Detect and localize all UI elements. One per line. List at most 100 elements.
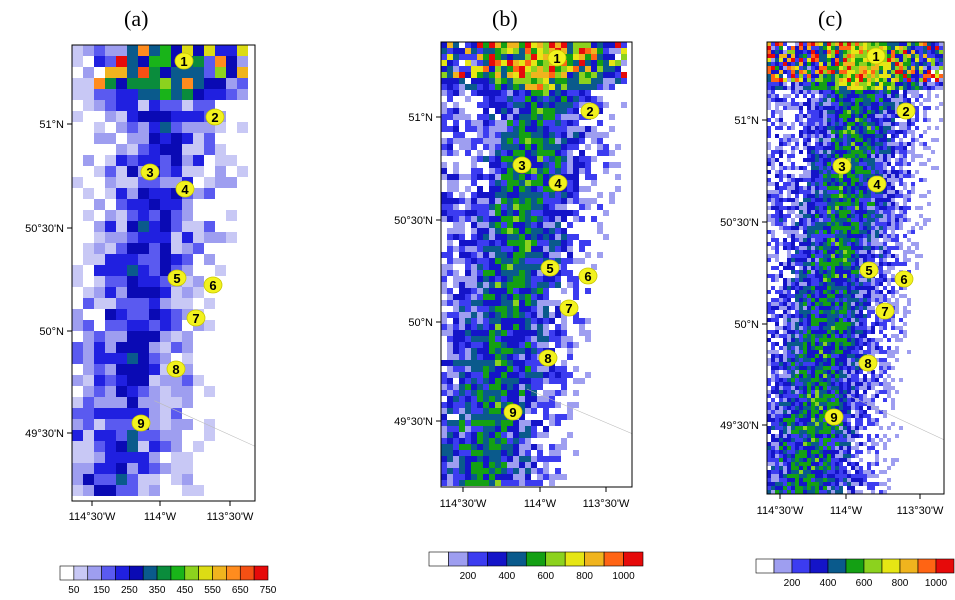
- colorbar-swatch: [827, 558, 847, 574]
- colorbar-swatch: [448, 551, 469, 567]
- site-marker: 6: [894, 270, 914, 288]
- site-marker: 7: [875, 302, 895, 320]
- colorbar-swatch: [115, 565, 130, 581]
- colorbar-label: 200: [460, 571, 477, 582]
- boundary-line: [526, 388, 633, 434]
- colorbar-swatch: [623, 551, 644, 567]
- svg-text:7: 7: [565, 301, 572, 316]
- colorbar-label: 400: [498, 571, 515, 582]
- lon-tick-label: 114°W: [144, 511, 177, 523]
- colorbar-label: 200: [784, 578, 801, 589]
- colorbar-swatch: [545, 551, 566, 567]
- colorbar-swatch: [129, 565, 144, 581]
- colorbar-swatch: [156, 565, 172, 581]
- site-marker: 2: [205, 108, 225, 126]
- svg-text:4: 4: [181, 182, 189, 197]
- colorbar-swatch: [584, 551, 605, 567]
- colorbar-label: 800: [576, 571, 593, 582]
- colorbar-swatch: [101, 565, 116, 581]
- lat-tick-label: 51°N: [734, 115, 759, 127]
- colorbar-swatch: [845, 558, 865, 574]
- site-marker: 4: [548, 174, 568, 192]
- svg-text:6: 6: [584, 269, 591, 284]
- panel-a-label: (a): [124, 6, 149, 31]
- site-marker: 9: [131, 414, 151, 432]
- svg-text:9: 9: [137, 416, 144, 431]
- colorbar: 200 400 600 800 1000: [755, 558, 955, 589]
- lon-tick-label: 114°30'W: [757, 505, 804, 517]
- svg-text:8: 8: [544, 351, 551, 366]
- colorbar-swatch: [603, 551, 624, 567]
- lon-tick-label: 113°30'W: [897, 505, 944, 517]
- lat-tick-label: 50°30'N: [720, 217, 759, 229]
- colorbar-swatch: [755, 558, 775, 574]
- boundary-line: [846, 394, 945, 441]
- site-marker: 7: [186, 309, 206, 327]
- colorbar-swatch: [142, 565, 158, 581]
- colorbar: 200 400 600 800 1000: [428, 551, 644, 582]
- colorbar: 50 150 250 350 450 550 650 750: [59, 565, 277, 596]
- svg-text:7: 7: [192, 311, 199, 326]
- colorbar-swatch: [239, 565, 255, 581]
- colorbar-swatch: [170, 565, 186, 581]
- colorbar-label: 150: [93, 585, 110, 596]
- lat-tick-label: 50°N: [408, 317, 433, 329]
- site-marker: 3: [832, 157, 852, 175]
- colorbar-label: 550: [204, 585, 221, 596]
- map-frame: [71, 44, 256, 502]
- colorbar-swatch: [212, 565, 227, 581]
- svg-text:5: 5: [546, 261, 553, 276]
- colorbar-swatch: [773, 558, 793, 574]
- site-marker: 4: [867, 175, 887, 193]
- svg-text:1: 1: [553, 51, 560, 66]
- lon-tick-label: 114°30'W: [440, 498, 487, 510]
- colorbar-label: 350: [149, 585, 166, 596]
- site-marker: 6: [578, 267, 598, 285]
- colorbar-label: 1000: [925, 578, 948, 589]
- lon-tick-label: 114°W: [830, 505, 863, 517]
- colorbar-label: 800: [892, 578, 909, 589]
- svg-text:6: 6: [209, 278, 216, 293]
- lat-tick-label: 51°N: [408, 112, 433, 124]
- colorbar-swatch: [863, 558, 883, 574]
- colorbar-swatch: [428, 551, 449, 567]
- colorbar-swatch: [59, 565, 75, 581]
- lon-tick-label: 113°30'W: [207, 511, 254, 523]
- site-marker: 3: [512, 156, 532, 174]
- site-marker: 8: [858, 354, 878, 372]
- lon-tick-label: 114°30'W: [69, 511, 116, 523]
- site-marker: 1: [547, 49, 567, 67]
- colorbar-swatch: [253, 565, 269, 581]
- colorbar-label: 250: [121, 585, 138, 596]
- lat-tick-label: 49°30'N: [394, 416, 433, 428]
- lon-tick-label: 114°W: [524, 498, 557, 510]
- svg-text:2: 2: [586, 104, 593, 119]
- terrain-raster: [767, 42, 943, 494]
- site-marker: 7: [559, 299, 579, 317]
- site-marker: 3: [140, 163, 160, 181]
- svg-text:3: 3: [146, 165, 153, 180]
- colorbar-swatch: [564, 551, 585, 567]
- svg-text:1: 1: [180, 54, 187, 69]
- site-marker: 5: [167, 269, 187, 287]
- site-marker: 2: [580, 102, 600, 120]
- svg-text:9: 9: [509, 405, 516, 420]
- site-marker: 5: [540, 259, 560, 277]
- colorbar-label: 600: [856, 578, 873, 589]
- colorbar-swatch: [899, 558, 919, 574]
- colorbar-swatch: [226, 565, 241, 581]
- panel-c-label: (c): [818, 6, 843, 31]
- colorbar-swatch: [791, 558, 811, 574]
- svg-text:3: 3: [518, 158, 525, 173]
- colorbar-label: 750: [260, 585, 277, 596]
- colorbar-swatch: [73, 565, 89, 581]
- lat-tick-label: 49°30'N: [25, 428, 64, 440]
- map-frame: [440, 41, 633, 488]
- site-marker: 1: [866, 47, 886, 65]
- colorbar-label: 1000: [612, 571, 635, 582]
- colorbar-label: 50: [68, 585, 80, 596]
- lat-tick-label: 50°30'N: [394, 215, 433, 227]
- svg-text:5: 5: [173, 271, 180, 286]
- panel-b-label: (b): [492, 6, 518, 31]
- lat-tick-label: 50°N: [39, 326, 64, 338]
